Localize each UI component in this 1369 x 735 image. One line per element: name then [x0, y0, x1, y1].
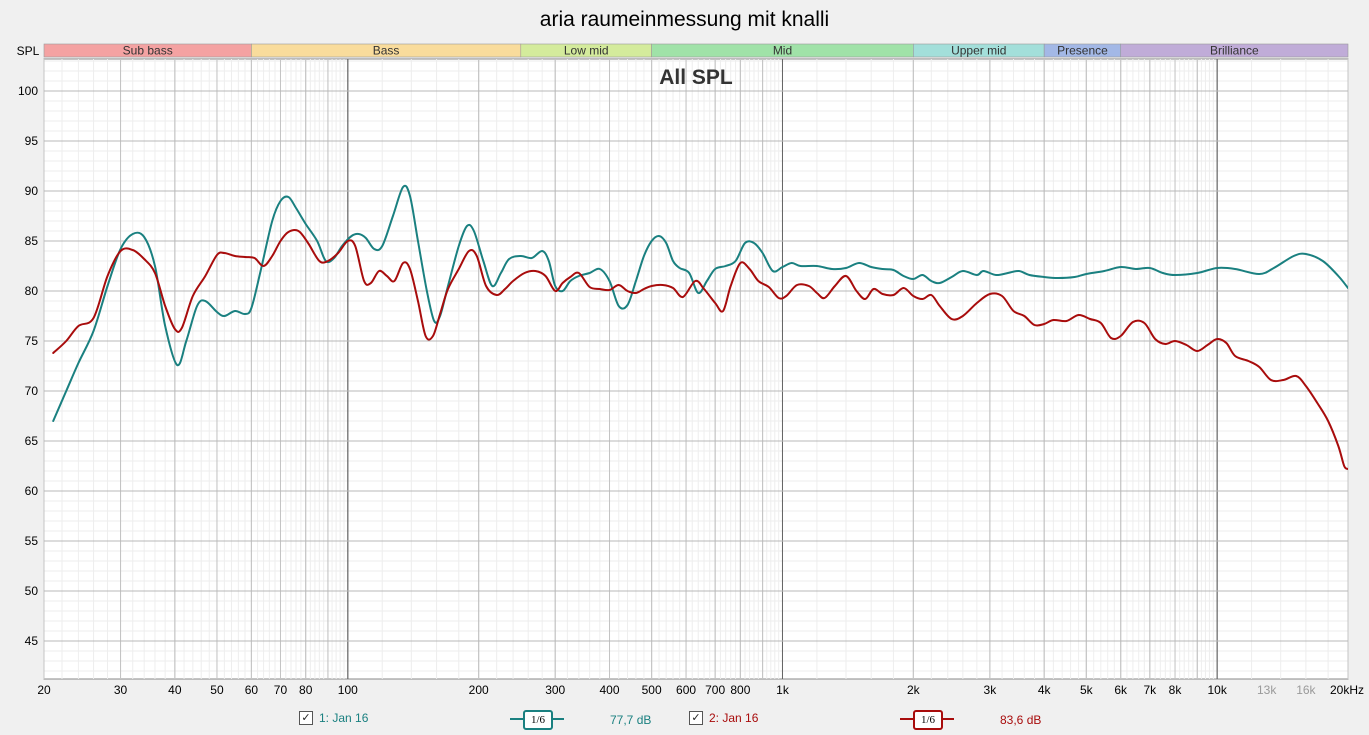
frequency-band-label: Sub bass: [123, 44, 173, 58]
y-tick-label: 50: [25, 584, 39, 598]
x-tick-label: 4k: [1038, 683, 1052, 697]
x-tick-label: 2k: [907, 683, 921, 697]
legend-series-2-level: 83,6 dB: [1000, 713, 1042, 727]
series-lines: [52, 184, 1348, 470]
series-line-1: [52, 184, 1348, 422]
y-tick-label: 85: [25, 234, 39, 248]
legend-series-2-name: 2: Jan 16: [709, 711, 759, 725]
y-tick-label: 80: [25, 284, 39, 298]
frequency-band-label: Brilliance: [1210, 44, 1259, 58]
frequency-band-label: Bass: [373, 44, 400, 58]
x-tick-label: 70: [274, 683, 288, 697]
x-tick-label: 60: [245, 683, 259, 697]
frequency-band-label: Low mid: [564, 44, 609, 58]
x-tick-label: 7k: [1143, 683, 1157, 697]
frequency-band: [1120, 43, 1349, 58]
checkbox-icon[interactable]: ✓: [299, 711, 313, 725]
legend-series-1-toggle[interactable]: ✓ 1: Jan 16: [299, 711, 368, 725]
x-tick-label: 40: [168, 683, 182, 697]
smoothing-label: 1/6: [913, 710, 943, 730]
x-tick-labels: 20 30 40 50 60 70 80 100 200 300 400 500 600 700 800 1k…: [37, 683, 1364, 697]
legend-series-1-level: 77,7 dB: [610, 713, 652, 727]
x-tick-label: 10k: [1207, 683, 1227, 697]
grid-lines: [43, 59, 1349, 679]
x-tick-label: 800: [730, 683, 750, 697]
y-tick-label: 100: [18, 84, 38, 98]
x-tick-label: 80: [299, 683, 313, 697]
x-tick-label: 1k: [776, 683, 790, 697]
y-tick-label: 60: [25, 484, 39, 498]
y-tick-label: 45: [25, 634, 39, 648]
y-tick-label: 95: [25, 134, 39, 148]
legend-series-2-toggle[interactable]: ✓ 2: Jan 16: [689, 711, 758, 725]
frequency-band-label: Mid: [773, 44, 792, 58]
checkbox-icon[interactable]: ✓: [689, 711, 703, 725]
y-tick-label: 65: [25, 434, 39, 448]
chart-title: aria raumeinmessung mit knalli: [539, 8, 830, 31]
x-tick-label: 20kHz: [1330, 683, 1364, 697]
series-line-2: [52, 229, 1348, 470]
y-tick-label: 70: [25, 384, 39, 398]
legend-series-1-name: 1: Jan 16: [319, 711, 369, 725]
x-tick-label: 50: [210, 683, 224, 697]
x-tick-label: 600: [676, 683, 696, 697]
x-tick-label: 16k: [1296, 683, 1316, 697]
x-tick-label: 400: [599, 683, 619, 697]
plot-area: [43, 58, 1349, 680]
x-tick-label: 100: [338, 683, 358, 697]
frequency-band-label: Upper mid: [951, 44, 1006, 58]
x-tick-label: 700: [705, 683, 725, 697]
smoothing-label: 1/6: [523, 710, 553, 730]
frequency-band-label: Presence: [1057, 44, 1108, 58]
legend-series-2-smoothing[interactable]: 1/6: [900, 708, 954, 730]
y-tick-labels: 100 95 90 85 80 75 70 65 60 55 50 45: [18, 84, 38, 648]
chart-subtitle: All SPL: [659, 66, 733, 89]
x-tick-label: 6k: [1114, 683, 1128, 697]
x-tick-label: 300: [545, 683, 565, 697]
legend-series-1-smoothing[interactable]: 1/6: [510, 708, 564, 730]
y-axis-label: SPL: [17, 44, 40, 58]
y-tick-label: 75: [25, 334, 39, 348]
frequency-band-bar: Sub bass Bass Low mid Mid Upper mid Presence B…: [43, 43, 1349, 58]
y-tick-label: 55: [25, 534, 39, 548]
x-tick-label: 8k: [1169, 683, 1183, 697]
x-tick-label: 30: [114, 683, 128, 697]
x-tick-label: 200: [469, 683, 489, 697]
y-tick-label: 90: [25, 184, 39, 198]
x-tick-label: 13k: [1257, 683, 1277, 697]
x-tick-label: 3k: [984, 683, 998, 697]
x-tick-label: 5k: [1080, 683, 1094, 697]
x-tick-label: 20: [37, 683, 51, 697]
x-tick-label: 500: [642, 683, 662, 697]
legend: ✓ 1: Jan 16 1/6 77,7 dB ✓ 2: Jan 16 1/6 …: [0, 708, 1369, 732]
